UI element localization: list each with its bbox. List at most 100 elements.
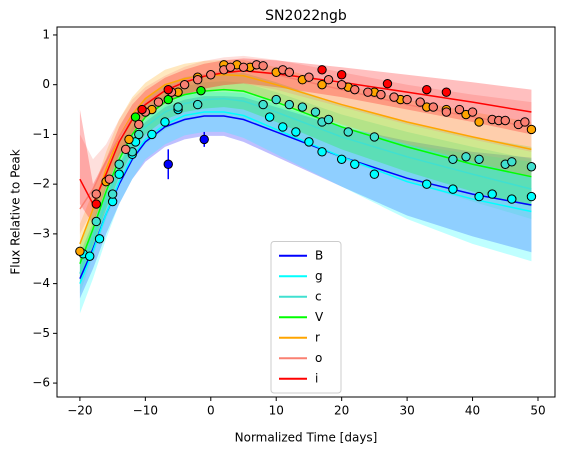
data-point <box>369 169 380 179</box>
y-tick-label: 1 <box>42 27 50 41</box>
legend-label: B <box>315 248 323 262</box>
data-point <box>114 159 124 169</box>
data-point <box>192 75 203 85</box>
data-point <box>153 97 164 107</box>
data-point <box>474 191 484 202</box>
data-point <box>297 102 308 112</box>
uncertainty-band <box>79 92 532 314</box>
data-point <box>124 134 134 145</box>
data-point <box>520 117 530 127</box>
y-tick-label: −4 <box>32 276 50 290</box>
data-point <box>350 159 360 169</box>
data-point <box>91 216 101 227</box>
data-point <box>75 246 85 256</box>
data-point <box>422 84 432 95</box>
uncertainty-band <box>79 59 532 264</box>
data-point <box>389 92 399 102</box>
data-point <box>317 147 327 157</box>
x-tick-label: 30 <box>399 404 414 418</box>
data-point <box>278 122 288 132</box>
data-point <box>291 127 301 137</box>
data-point <box>310 107 321 117</box>
data-point <box>441 87 452 97</box>
x-tick-label: 20 <box>334 404 349 418</box>
data-point <box>317 65 327 75</box>
data-point <box>160 117 170 127</box>
legend-label: o <box>315 351 322 365</box>
data-point <box>238 62 249 72</box>
data-point <box>284 67 295 77</box>
y-tick-label: −5 <box>32 326 50 340</box>
data-point <box>363 87 373 97</box>
data-point <box>415 97 425 107</box>
legend-label: i <box>315 371 318 385</box>
data-point <box>461 152 471 162</box>
data-point <box>258 99 268 110</box>
data-point <box>343 127 353 137</box>
data-point <box>441 107 452 117</box>
data-point <box>402 94 412 105</box>
data-point <box>467 107 478 117</box>
data-point <box>121 144 131 155</box>
data-point <box>225 62 236 72</box>
data-point <box>526 162 537 172</box>
data-point <box>173 102 183 112</box>
data-point <box>428 102 438 112</box>
y-tick-label: −1 <box>32 127 50 141</box>
data-point <box>107 189 118 199</box>
data-point <box>507 157 517 167</box>
legend-label: V <box>315 310 324 324</box>
data-point <box>336 154 347 164</box>
x-axis-label: Normalized Time [days] <box>235 431 378 445</box>
data-point <box>350 84 360 95</box>
data-point <box>474 117 484 127</box>
data-point <box>422 179 432 189</box>
x-tick-label: −20 <box>67 404 92 418</box>
y-tick-label: −2 <box>32 177 50 191</box>
x-tick-label: −10 <box>133 404 158 418</box>
data-point <box>487 189 497 199</box>
data-point <box>137 104 147 115</box>
plot-frame <box>56 26 556 398</box>
data-point <box>206 70 216 80</box>
y-tick-label: −3 <box>32 226 50 240</box>
legend-label: g <box>315 269 323 283</box>
data-point <box>104 174 115 184</box>
legend-label: r <box>315 330 320 344</box>
data-point <box>271 94 281 105</box>
data-point <box>304 72 314 82</box>
data-point <box>199 134 209 145</box>
data-point <box>147 129 157 140</box>
y-axis-label: Flux Relative to Peak <box>9 149 23 274</box>
uncertainty-band <box>79 96 532 299</box>
data-point <box>507 194 517 204</box>
data-point <box>317 79 327 90</box>
data-point <box>91 199 101 209</box>
data-point <box>134 119 144 130</box>
data-point <box>163 159 173 169</box>
data-point <box>284 99 295 110</box>
data-point <box>114 169 124 179</box>
data-point <box>323 114 334 125</box>
data-point <box>474 154 484 164</box>
data-point <box>192 99 203 110</box>
data-point <box>179 79 190 90</box>
data-point <box>526 191 537 202</box>
data-point <box>264 112 275 122</box>
data-point <box>500 115 510 126</box>
chart-title: SN2022ngb <box>265 8 347 24</box>
data-point <box>454 104 465 115</box>
data-point <box>134 129 144 140</box>
data-point <box>91 189 101 199</box>
data-point <box>94 234 105 244</box>
data-point <box>526 124 537 135</box>
data-point <box>369 132 380 142</box>
y-tick-label: −6 <box>32 376 50 390</box>
data-point <box>376 89 386 100</box>
data-point <box>382 78 393 89</box>
data-point <box>448 184 458 194</box>
data-point <box>85 251 95 261</box>
legend-label: c <box>315 289 322 303</box>
data-point <box>163 84 173 95</box>
